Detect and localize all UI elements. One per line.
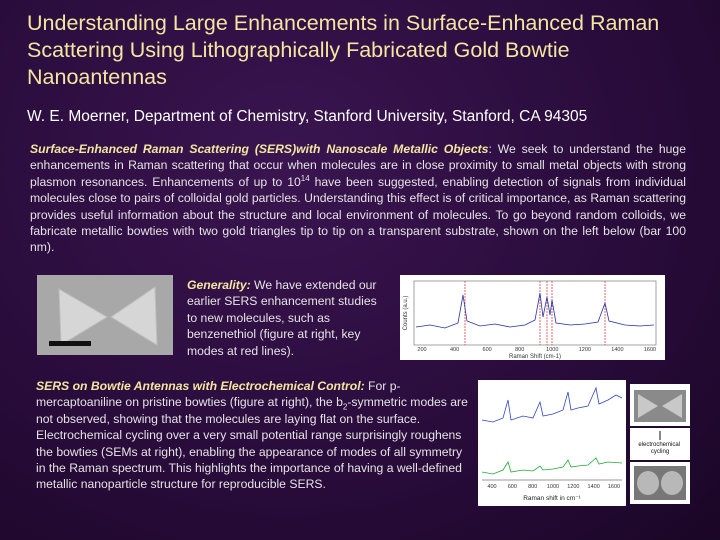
sem-panel: electrochemical cycling	[630, 384, 690, 504]
x-tick-label: 1000	[546, 347, 558, 353]
x-tick-label: 800	[528, 484, 537, 490]
x-tick-label: 1600	[608, 484, 620, 490]
lead: Surface-Enhanced Raman Scattering (SERS)…	[30, 142, 489, 156]
sem-image	[37, 275, 173, 355]
lead: Generality:	[187, 278, 251, 292]
x-tick-label: 1400	[611, 347, 623, 353]
triangle	[638, 394, 658, 418]
y-axis-label: Counts (a.u.)	[403, 296, 409, 331]
text: -symmetric modes are not observed, showi…	[36, 395, 468, 492]
subscript: 2	[342, 402, 348, 412]
text: We have extended our earlier SERS enhanc…	[187, 278, 377, 358]
intro-paragraph: Surface-Enhanced Raman Scattering (SERS)…	[30, 141, 686, 256]
x-axis-label: Raman shift in cm⁻¹	[523, 495, 581, 502]
x-axis-label: Raman Shift (cm-1)	[509, 354, 561, 360]
text: : We seek to understand the huge enhance…	[30, 142, 686, 189]
figure-background	[400, 275, 665, 360]
title: Understanding Large Enhancements in Surf…	[27, 11, 660, 89]
text: have been suggested, enabling detection …	[30, 174, 687, 255]
spectrum-line	[481, 386, 623, 423]
x-tick-label: 200	[417, 347, 426, 353]
x-tick-label: 800	[515, 347, 524, 353]
triangle	[110, 286, 158, 346]
x-tick-label: 1400	[588, 484, 600, 490]
spectrum-figure: Raman shift in cm⁻¹ 400 600 800 1000 1200 140…	[478, 380, 626, 506]
x-tick-label: 400	[487, 484, 496, 490]
lead: SERS on Bowtie Antennas with Electrochem…	[36, 379, 365, 393]
particle	[661, 471, 683, 495]
scale-bar	[49, 341, 91, 346]
x-tick-label: 600	[483, 347, 492, 353]
x-tick-label: 1200	[567, 484, 579, 490]
x-tick-label: 400	[450, 347, 459, 353]
generality-paragraph: Generality: We have extended our earlier…	[187, 277, 387, 359]
spectrum-line	[415, 292, 655, 329]
x-tick-label: 1600	[644, 347, 656, 353]
text: For p-mercaptoaniline on pristine bowtie…	[36, 379, 401, 410]
key-mode-lines	[464, 281, 606, 345]
spectrum-figure: Counts (a.u.) Raman Shift (cm-1) 200 400 6…	[400, 275, 665, 360]
x-tick-label: 600	[508, 484, 517, 490]
superscript: 14	[300, 173, 310, 183]
x-tick-label: 1000	[547, 484, 559, 490]
particle	[637, 471, 659, 495]
triangle	[662, 394, 682, 418]
triangle	[58, 288, 108, 346]
author: W. E. Moerner, Department of Chemistry, …	[27, 108, 588, 125]
plot-frame	[413, 280, 657, 346]
legend-label: electrochemical cycling	[638, 442, 681, 455]
section2-paragraph: SERS on Bowtie Antennas with Electrochem…	[36, 378, 474, 493]
figure-background	[478, 380, 626, 506]
x-tick-label: 1200	[579, 347, 591, 353]
spectrum-line	[481, 457, 623, 475]
